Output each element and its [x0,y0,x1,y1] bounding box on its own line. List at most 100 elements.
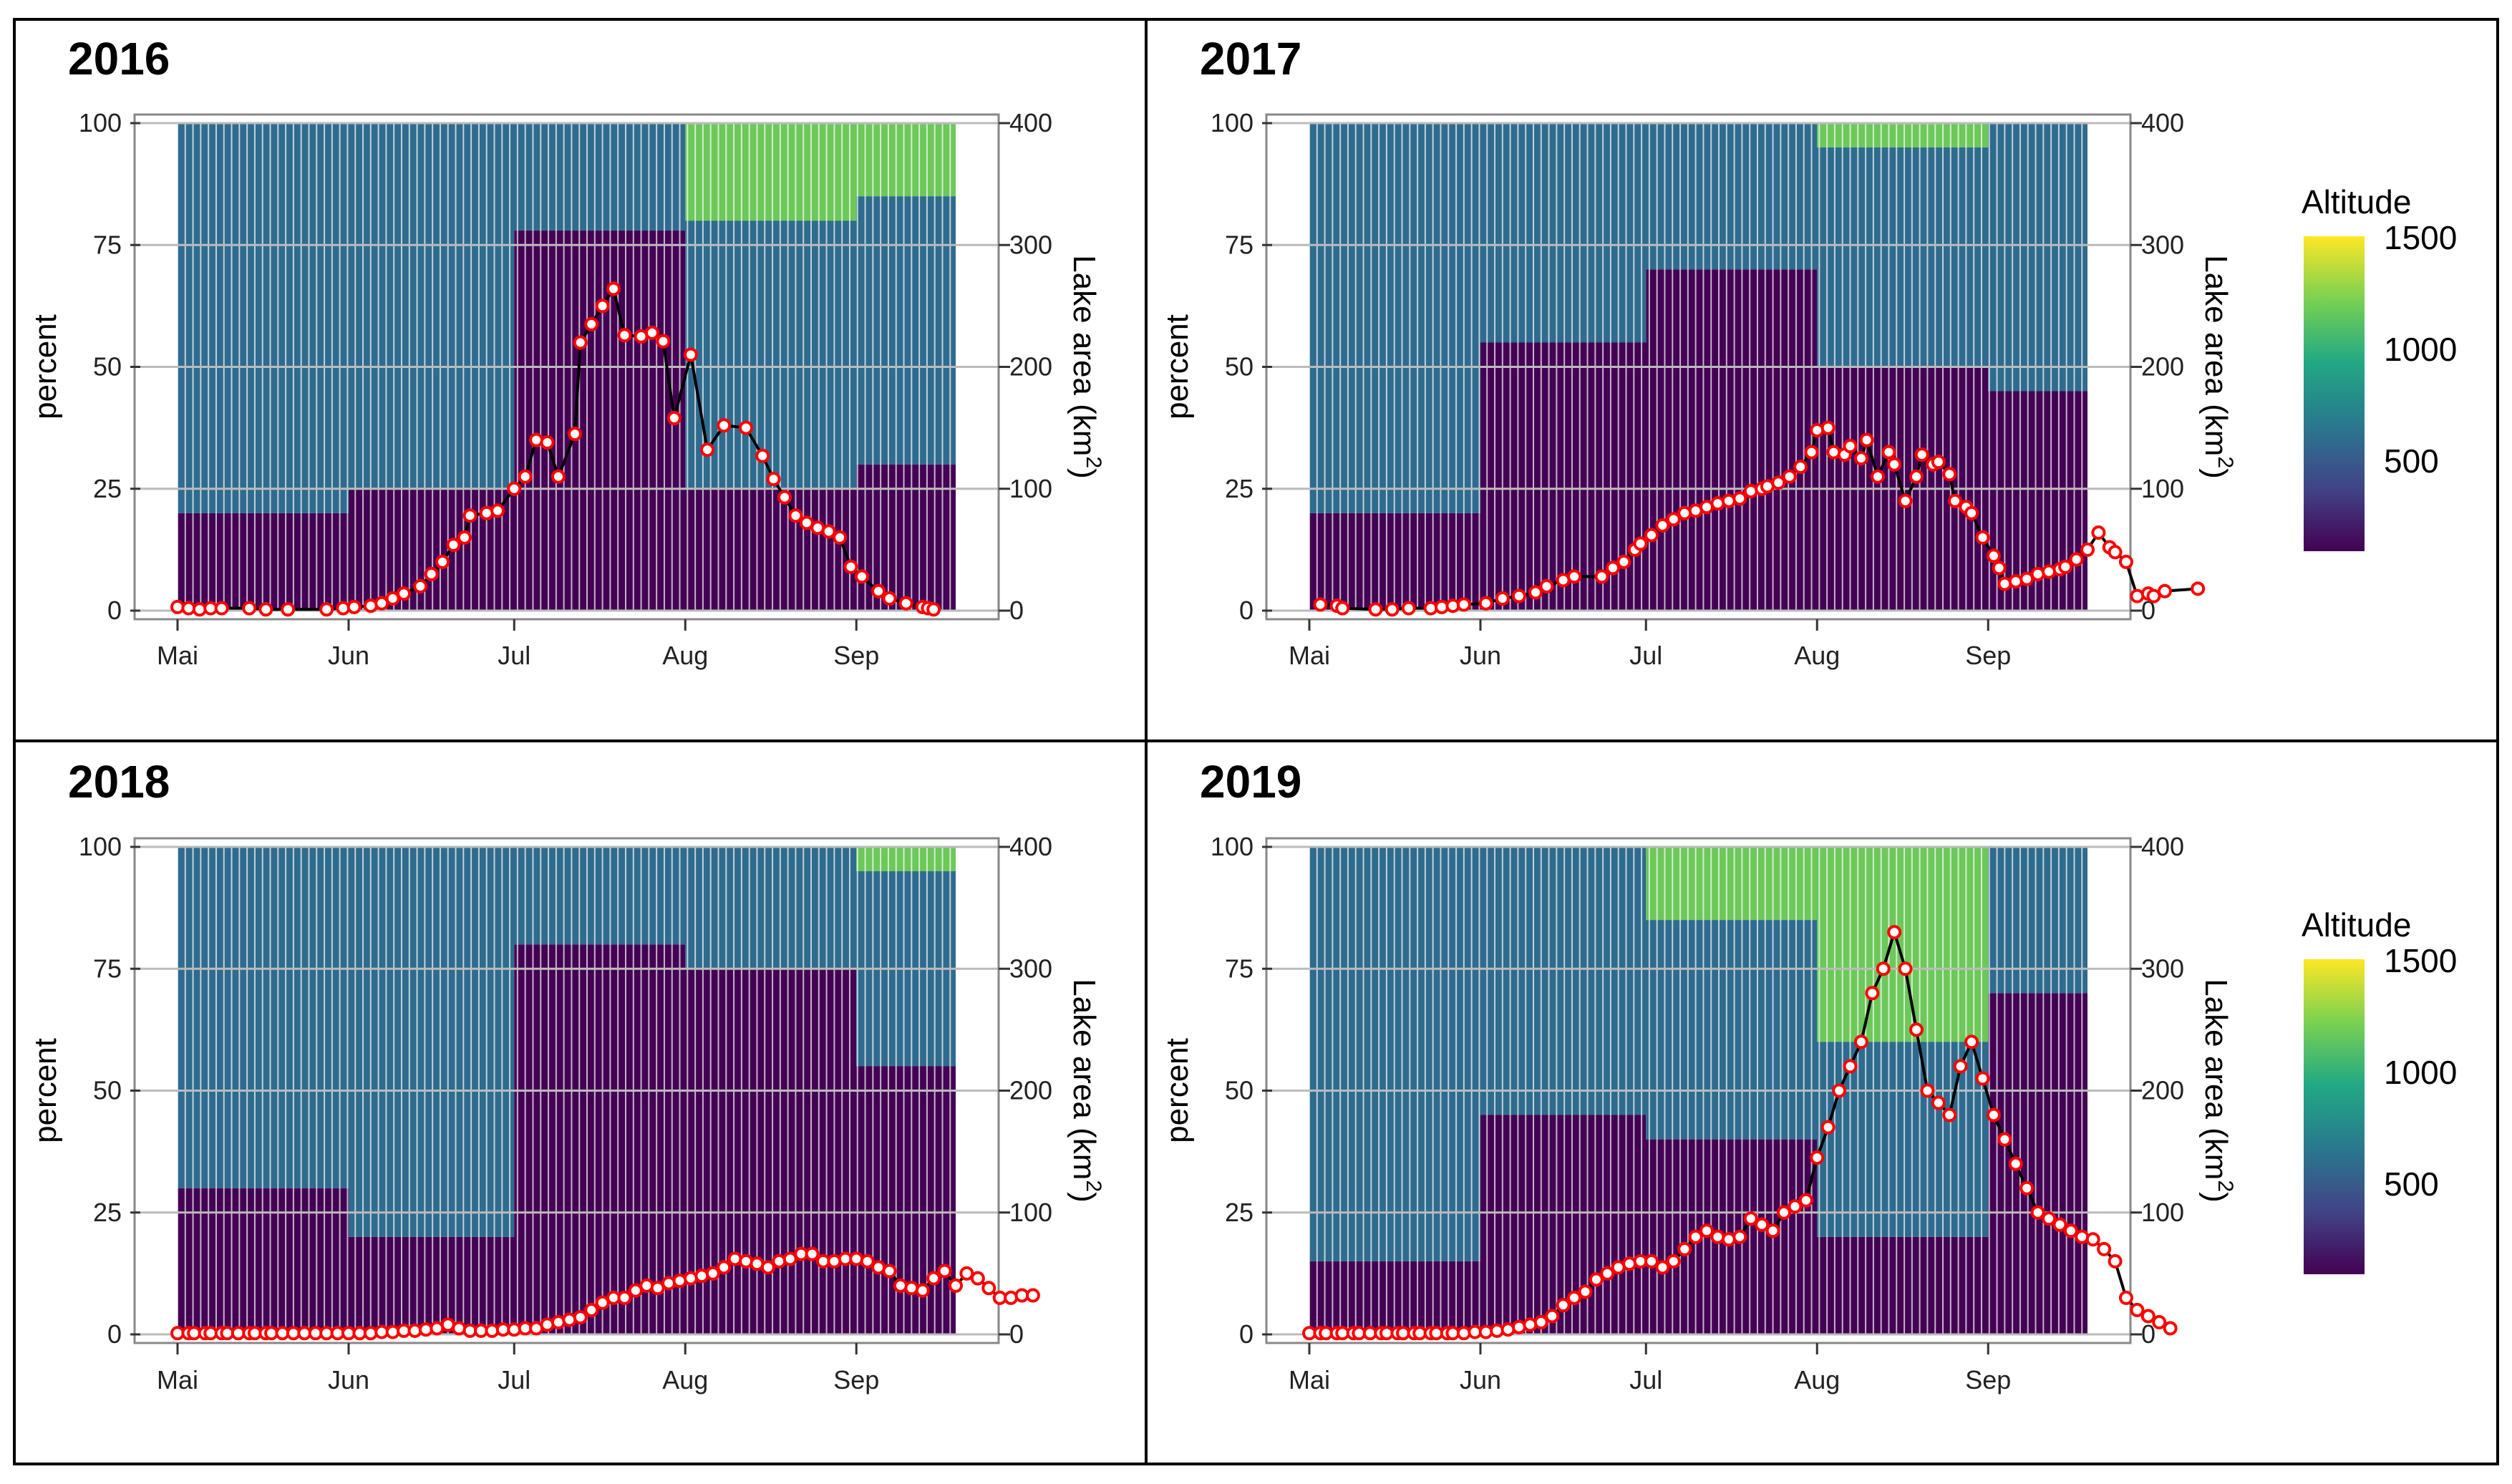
legend-bottom: Altitude 1500 1000 500 [2302,906,2457,1274]
x-tick-label: Mai [157,1365,198,1395]
lake-area-point [584,1302,599,1317]
lake-area-point [904,1281,919,1296]
y-tick-label: 25 [93,1198,122,1227]
lake-area-point [413,578,428,593]
lake-area-point [1909,1022,1924,1037]
lake-area-point [1820,1120,1835,1135]
y2-tick-label: 400 [2141,108,2184,137]
lake-area-point [2019,1180,2035,1196]
lake-area-point [462,508,477,523]
lake-area-point [1820,420,1835,435]
y-tick-label: 0 [1239,1319,1253,1349]
x-tick-label: Jun [1460,1365,1501,1395]
y2-tick-label: 300 [1009,230,1052,259]
y-tick-label: 25 [1225,1198,1253,1227]
lake-area-point [1931,1095,1946,1110]
lake-area-point [1898,961,1913,976]
lake-area-point [1743,1211,1758,1226]
lake-area-point [970,1271,985,1286]
lake-area-point [1539,578,1554,593]
lake-area-point [1368,602,1383,617]
legend-colorbar-top [2304,236,2365,551]
y-tick-label: 50 [1225,352,1253,382]
y2-tick-label: 0 [1009,596,1024,625]
lake-area-point [694,1269,709,1284]
lake-area-point [1832,1083,1847,1098]
lake-area-point [672,1274,687,1289]
lake-area-point [1688,1229,1703,1244]
panel-2016: 2016 0 25 50 75 100 0 100 200 300 400 Mai Jun Jul Aug… [28,33,1105,670]
panel-frame-2019 [1145,739,2499,1465]
lake-area-point [1606,561,1621,576]
lake-area-point [1594,569,1609,584]
lake-area-point [1677,1241,1692,1256]
y2-tick-label: 100 [2141,1198,2184,1227]
y-tick-label: 0 [1239,596,1253,625]
y2-tick-label: 300 [2141,954,2184,983]
panel-title-2019: 2019 [1200,756,1301,808]
lake-area-point [898,596,913,611]
legend-label-500-top: 500 [2384,442,2439,480]
lake-area-point [551,1314,566,1329]
lake-area-point [683,347,698,362]
y-tick-label: 25 [1225,474,1253,503]
altitude-band-<500 [1309,269,2087,611]
lake-area-point [1567,1290,1582,1305]
lake-area-point [833,530,848,545]
lake-area-point [2118,1290,2133,1305]
plot-area-2019: 0 25 50 75 100 0 100 200 300 400 Mai Jun Jul Aug Sep pe… [1160,832,2237,1395]
lake-area-point [2130,1302,2145,1317]
lake-area-point [1871,469,1886,484]
lake-area-point [1655,518,1670,533]
lake-area-point [242,601,257,616]
lake-area-point [1495,591,1510,606]
lake-area-point [617,328,632,343]
lake-area-point [1655,1260,1670,1275]
lake-area-point [1853,451,1868,466]
x-tick-label: Jul [1629,1365,1662,1395]
lake-area-point [821,524,836,539]
lake-area-point [2163,1321,2178,1336]
lake-area-point [1887,457,1902,472]
y2-tick-label: 200 [1009,352,1052,382]
y-tick-label: 50 [1225,1076,1253,1105]
lake-area-point [1765,1223,1780,1238]
lake-area-point [661,1276,677,1291]
y2-tick-label: 100 [1009,474,1052,503]
y-axis-title: percent [1160,1038,1195,1143]
lake-area-point [1025,1288,1040,1303]
lake-area-point [1755,1217,1770,1232]
lake-area-point [490,503,505,518]
legend-label-1500-top: 1500 [2384,219,2457,256]
lake-area-point [2008,574,2023,589]
lake-area-point [1914,447,1929,462]
lake-area-point [452,1321,467,1336]
legend-label-500-bottom: 500 [2384,1165,2439,1203]
lake-area-point [1986,1107,2001,1122]
panel-2018: 2018 0 25 50 75 100 0 100 200 300 400 Mai Jun Jul Aug… [28,756,1105,1395]
lake-area-point [2140,1309,2155,1324]
lake-area-point [1666,1253,1681,1269]
lake-area-point [860,1253,875,1269]
lake-area-point [1677,505,1692,520]
lake-area-point [1942,467,1957,482]
altitude-band-500-1000 [1309,123,2087,513]
lake-area-point [385,591,400,606]
lake-area-point [1335,601,1350,616]
legend-label-1000-bottom: 1000 [2384,1054,2457,1091]
lake-area-point [573,1310,588,1325]
lake-area-point [981,1281,996,1296]
y-tick-label: 100 [1211,832,1253,861]
lake-area-point [374,596,389,611]
lake-area-point [799,515,814,530]
lake-area-point [2075,1229,2090,1244]
lake-area-point [435,554,450,569]
lake-area-point [1500,1322,1516,1337]
lake-area-point [2097,1241,2112,1256]
y2-tick-label: 400 [1009,108,1052,137]
lake-area-point [584,316,599,331]
lake-area-point [639,1278,654,1293]
lake-area-point [1721,1232,1736,1247]
lake-area-point [854,569,869,584]
